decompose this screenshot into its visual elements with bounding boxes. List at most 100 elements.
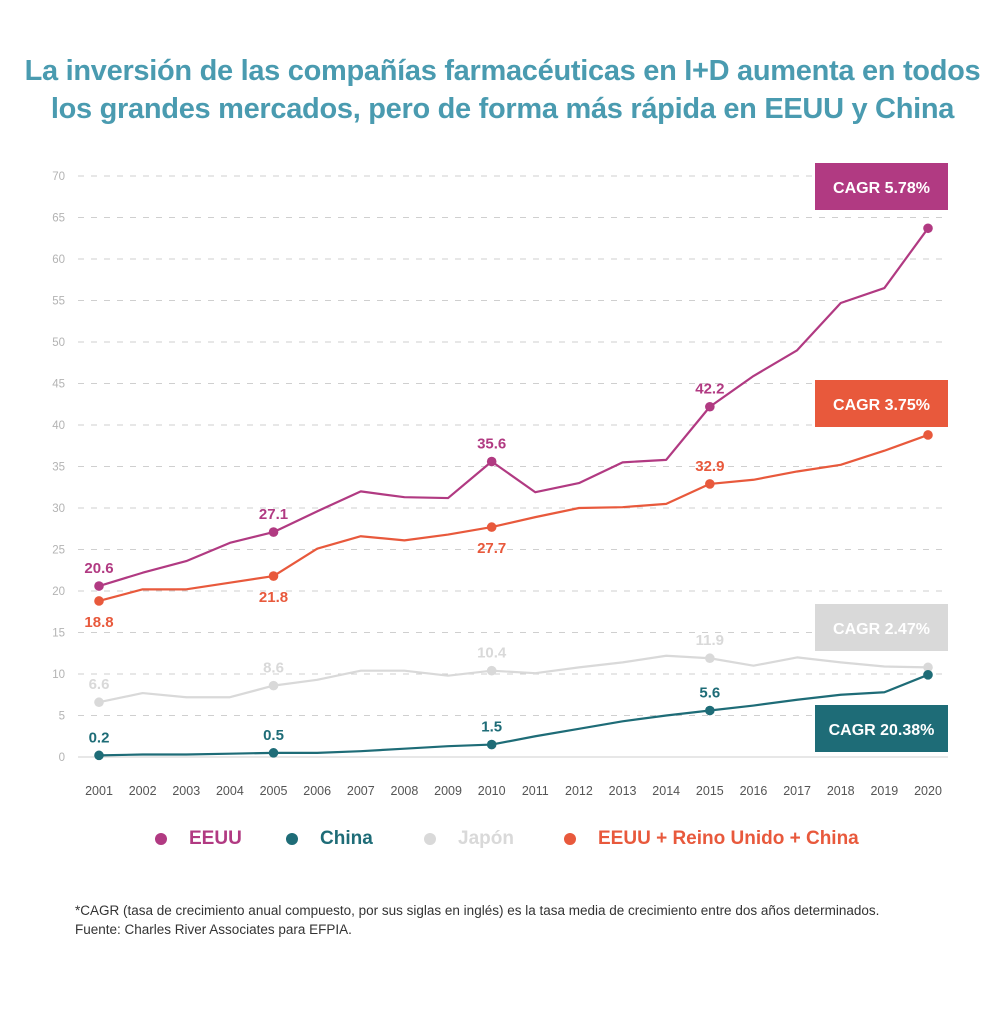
footnote-cagr-definition: *CAGR (tasa de crecimiento anual compues…: [75, 903, 880, 918]
x-tick-label-2015: 2015: [696, 784, 724, 798]
data-label-jap-n-2015: 11.9: [696, 632, 724, 649]
x-tick-label-2007: 2007: [347, 784, 375, 798]
x-tick-label-2018: 2018: [827, 784, 855, 798]
series-line-jap-n: [98, 654, 929, 704]
data-point-eeuu-2010: [486, 456, 497, 467]
x-tick-label-2017: 2017: [783, 784, 811, 798]
data-point-china-2010: [486, 739, 497, 750]
data-point-jap-n-2001: [94, 697, 104, 708]
x-tick-label-2014: 2014: [652, 784, 680, 798]
legend-label-china: China: [320, 828, 373, 849]
legend-label-japon: Japón: [458, 828, 514, 849]
legend-item-japon: Japón: [424, 828, 514, 850]
cagr-label-jap-n: CAGR 2.47%: [833, 621, 930, 638]
x-tick-label-2010: 2010: [478, 784, 506, 798]
data-point-eeuu-2015: [705, 401, 715, 412]
y-tick-label-65: 65: [52, 213, 65, 225]
x-tick-label-2003: 2003: [172, 784, 200, 798]
x-tick-label-2001: 2001: [85, 784, 113, 798]
x-tick-label-2002: 2002: [129, 784, 157, 798]
data-point-eeuu-reino-unido-china-2020: [923, 430, 933, 440]
data-point-jap-n-2010: [486, 665, 497, 676]
cagr-label-china: CAGR 20.38%: [829, 722, 935, 739]
data-label-eeuu-2001: 20.6: [84, 560, 113, 577]
legend-item-eeuu: EEUU: [155, 828, 242, 850]
line-chart: 0 5 10 15 20 25 30 35 40 45 50 55 60 65 70 2001 2002 2003…: [52, 163, 948, 798]
x-tick-label-2020: 2020: [914, 784, 942, 798]
data-label-china-2010: 1.5: [481, 719, 502, 736]
x-tick-label-2005: 2005: [260, 784, 288, 798]
x-tick-label-2008: 2008: [391, 784, 419, 798]
legend-marker-china: [286, 833, 298, 845]
data-point-china-2001: [94, 750, 104, 761]
data-point-jap-n-2020: [923, 662, 933, 673]
series-line-eeuu-reino-unido-china: [98, 433, 929, 603]
y-tick-label-30: 30: [52, 503, 65, 515]
legend-label-eeuu: EEUU: [189, 828, 242, 849]
cagr-box-jap-n: [815, 604, 948, 651]
data-label-jap-n-2010: 10.4: [477, 645, 507, 662]
y-tick-label-0: 0: [59, 752, 65, 764]
data-point-eeuu-reino-unido-china-2010: [486, 522, 497, 532]
data-point-china-2020: [923, 670, 933, 680]
y-tick-label-60: 60: [52, 254, 65, 266]
legend-marker-eeuu: [155, 833, 167, 845]
cagr-box-eeuu-reino-unido-china: [815, 380, 948, 427]
data-label-eeuu-2010: 35.6: [477, 436, 506, 453]
footnote: *CAGR (tasa de crecimiento anual compues…: [75, 901, 879, 939]
data-label-eeuu-2015: 42.2: [695, 381, 724, 398]
data-point-china-2015: [705, 705, 715, 716]
legend-item-china: China: [286, 828, 373, 850]
data-point-eeuu-2005: [268, 527, 279, 537]
y-tick-label-70: 70: [52, 171, 65, 183]
data-label-eeuu-reino-unido-china-2010: 27.7: [477, 540, 506, 557]
title-line-2: los grandes mercados, pero de forma más …: [50, 93, 955, 125]
data-point-eeuu-reino-unido-china-2005: [268, 571, 279, 581]
data-label-eeuu-reino-unido-china-2015: 32.9: [695, 458, 724, 475]
x-tick-label-2016: 2016: [740, 784, 768, 798]
data-label-eeuu-reino-unido-china-2005: 21.8: [259, 589, 288, 606]
cagr-box-china: [815, 705, 948, 752]
data-label-china-2005: 0.5: [263, 727, 284, 744]
x-tick-label-2006: 2006: [303, 784, 331, 798]
data-point-china-2005: [268, 748, 279, 758]
data-point-eeuu-reino-unido-china-2001: [94, 596, 104, 606]
footnote-source: Fuente: Charles River Associates para EF…: [75, 922, 352, 937]
y-tick-label-50: 50: [52, 337, 65, 349]
data-point-eeuu-2001: [94, 581, 104, 591]
y-tick-label-20: 20: [52, 586, 65, 598]
data-label-jap-n-2001: 6.6: [89, 676, 110, 693]
x-tick-label-2011: 2011: [522, 784, 549, 798]
legend-label-combined: EEUU + Reino Unido + China: [598, 828, 859, 849]
series-line-eeuu: [98, 227, 929, 588]
legend-item-combined: EEUU + Reino Unido + China: [564, 828, 859, 850]
series-line-china: [98, 673, 929, 757]
legend-marker-japon: [424, 833, 436, 845]
y-tick-label-40: 40: [52, 420, 65, 432]
y-tick-label-15: 15: [52, 628, 65, 640]
data-label-jap-n-2005: 8.6: [263, 660, 284, 677]
data-point-jap-n-2015: [705, 653, 715, 664]
y-tick-label-10: 10: [52, 669, 65, 681]
data-label-china-2001: 0.2: [89, 729, 110, 746]
cagr-label-eeuu-reino-unido-china: CAGR 3.75%: [833, 397, 930, 414]
x-tick-label-2012: 2012: [565, 784, 593, 798]
data-point-eeuu-reino-unido-china-2015: [705, 479, 715, 489]
legend-marker-combined: [564, 833, 576, 845]
y-tick-label-55: 55: [52, 296, 65, 308]
chart-title: La inversión de las compañías farmacéuti…: [0, 52, 1005, 128]
x-tick-label-2009: 2009: [434, 784, 462, 798]
y-tick-label-45: 45: [52, 379, 65, 391]
x-tick-label-2013: 2013: [609, 784, 637, 798]
data-label-eeuu-reino-unido-china-2001: 18.8: [84, 614, 113, 631]
title-line-1: La inversión de las compañías farmacéuti…: [24, 55, 981, 87]
cagr-label-eeuu: CAGR 5.78%: [833, 180, 930, 197]
data-point-jap-n-2005: [268, 680, 279, 691]
y-tick-label-35: 35: [52, 462, 65, 474]
y-tick-label-5: 5: [59, 711, 65, 723]
y-tick-label-25: 25: [52, 545, 65, 557]
data-label-china-2015: 5.6: [699, 685, 720, 702]
data-label-eeuu-2005: 27.1: [259, 506, 288, 523]
x-tick-label-2019: 2019: [870, 784, 898, 798]
data-point-eeuu-2020: [923, 223, 933, 234]
